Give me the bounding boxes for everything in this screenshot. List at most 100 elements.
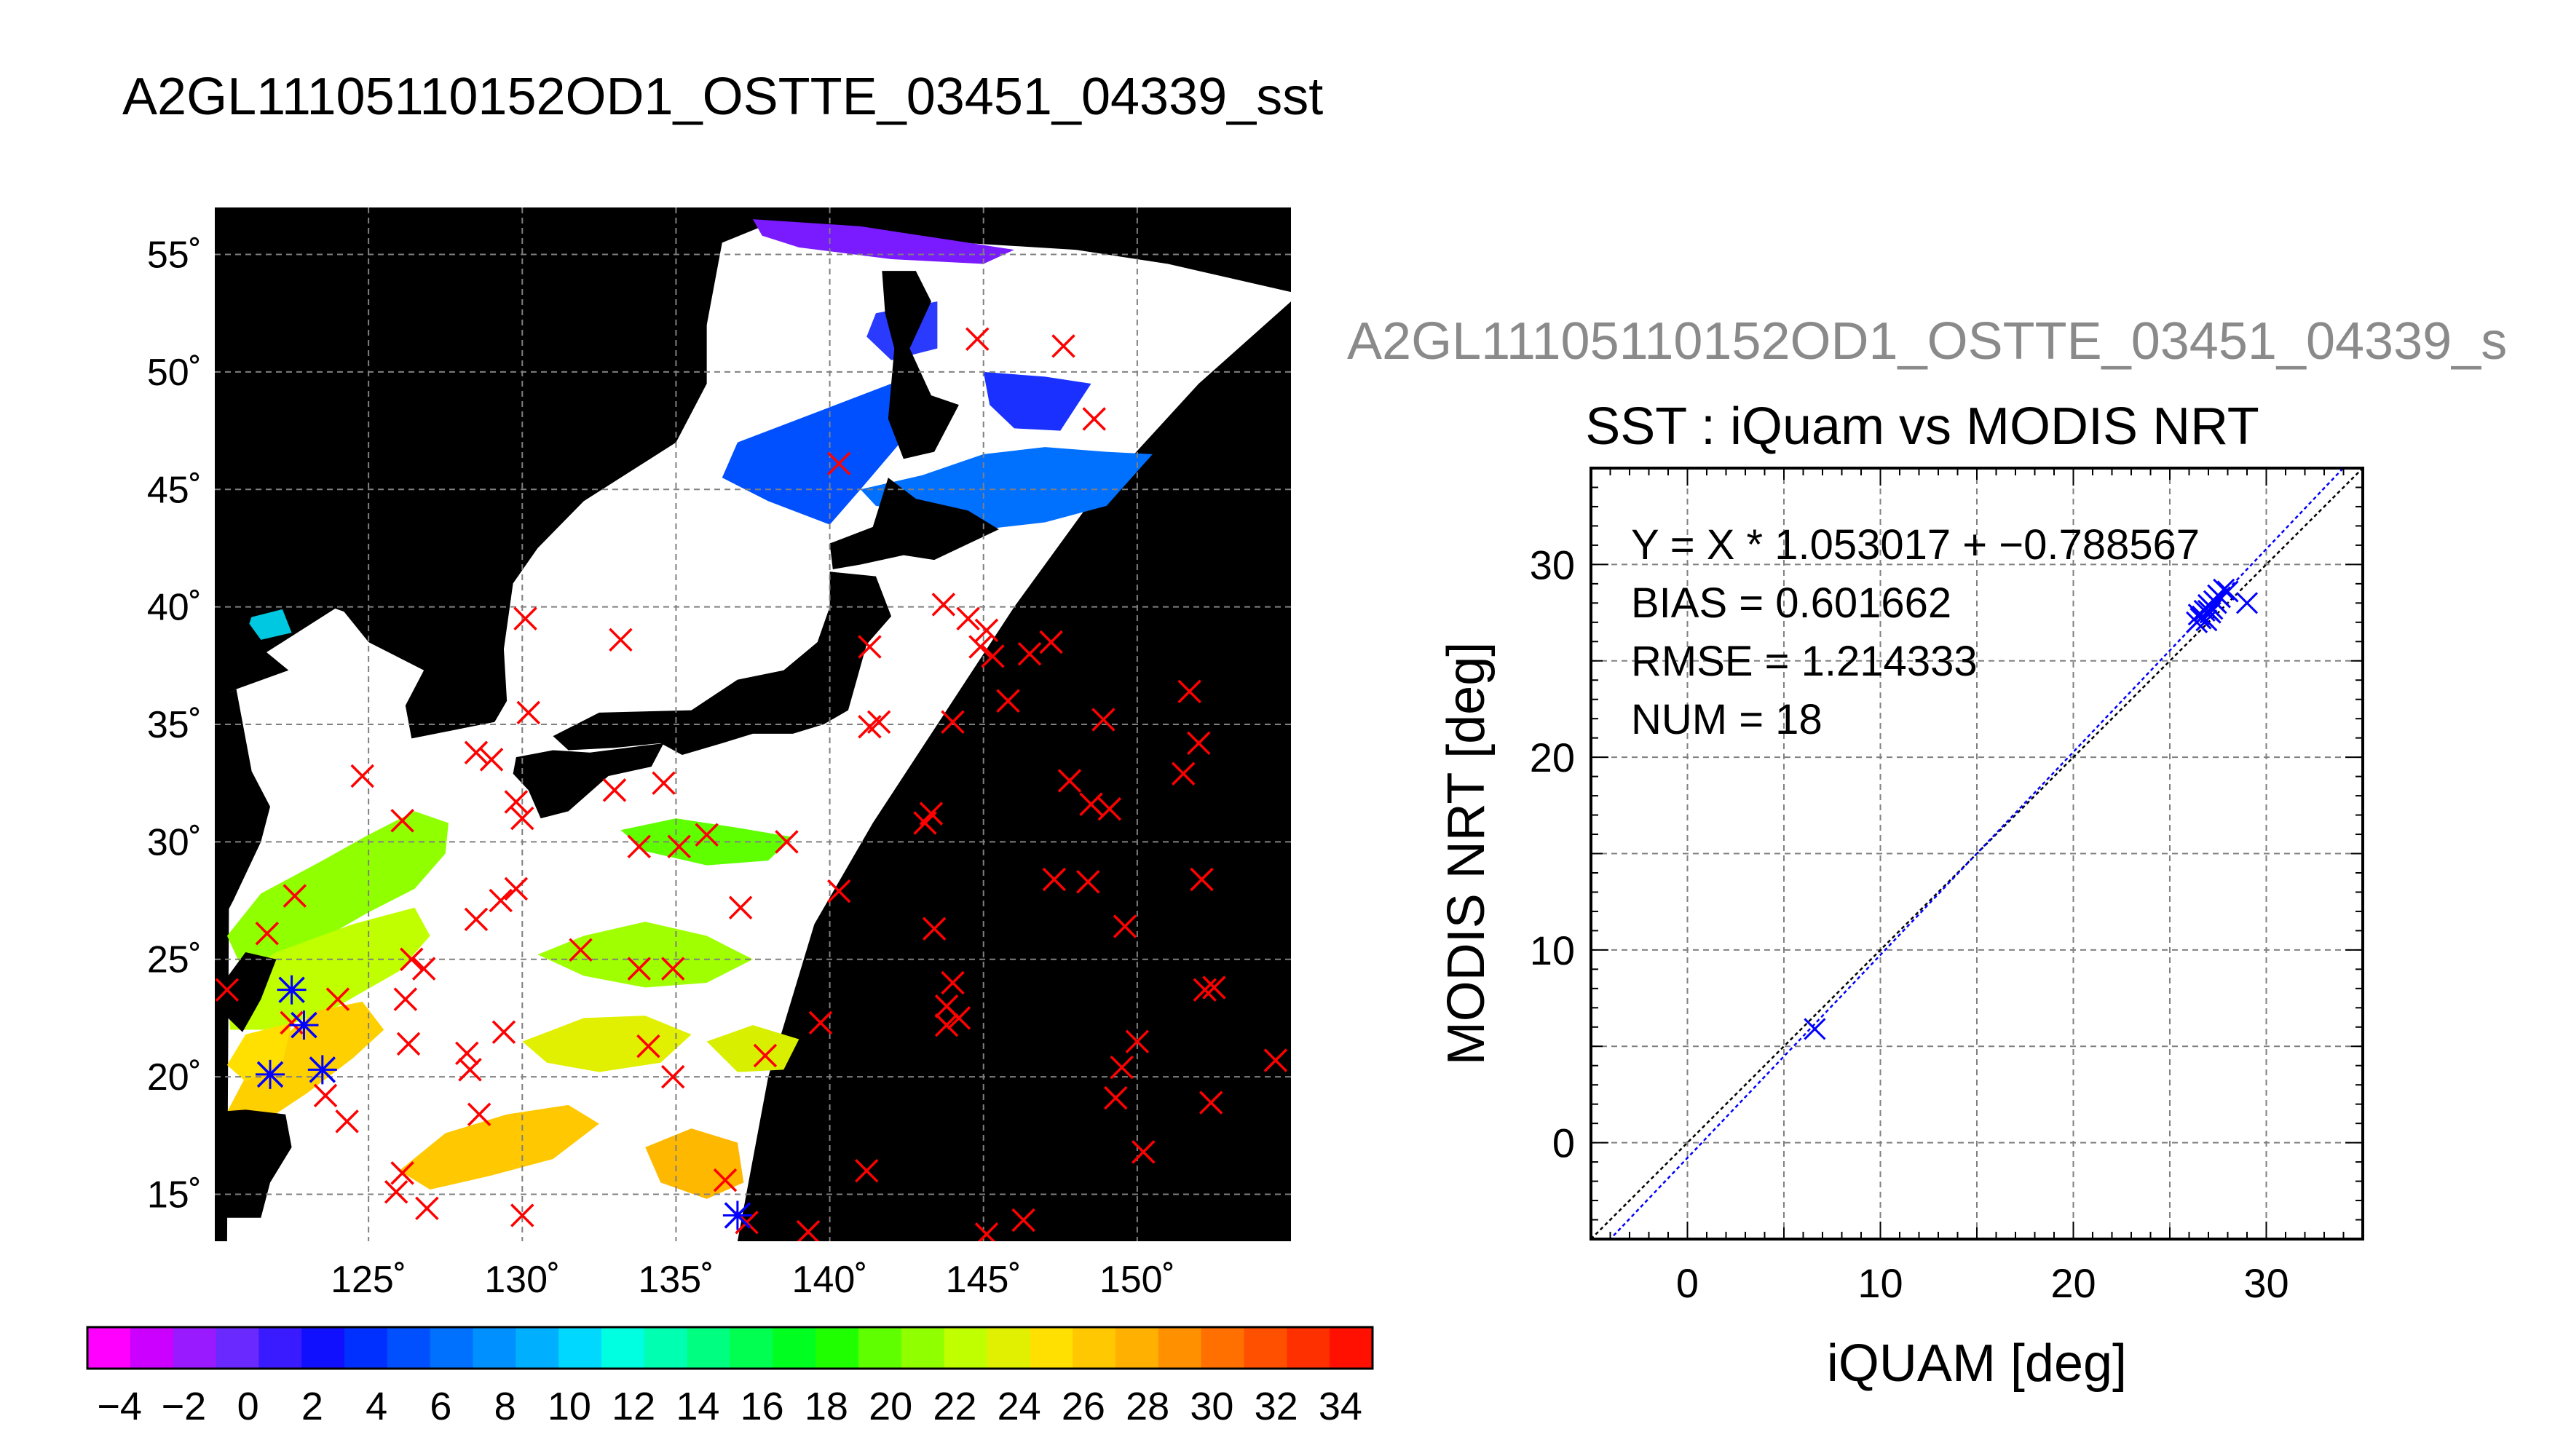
sst-okhotsk-east xyxy=(983,371,1091,431)
scatter-stat-line: NUM = 18 xyxy=(1631,696,1823,743)
buoy-marker-red xyxy=(467,1102,491,1126)
colorbar-swatch xyxy=(258,1327,302,1369)
map-y-tick-label: 55˚ xyxy=(147,234,202,277)
buoy-marker-red xyxy=(968,635,992,659)
colorbar-tick-label: 24 xyxy=(998,1385,1041,1428)
buoy-marker-red xyxy=(458,1058,482,1082)
buoy-marker-red xyxy=(255,921,280,946)
buoy-marker-red xyxy=(393,987,418,1011)
colorbar-swatch xyxy=(1073,1327,1116,1369)
colorbar-tick-label: 30 xyxy=(1190,1385,1233,1428)
buoy-marker-red xyxy=(775,830,799,854)
colorbar-swatch xyxy=(516,1327,559,1369)
buoy-marker-red xyxy=(1263,1048,1288,1072)
map-x-tick-label: 130˚ xyxy=(484,1259,560,1301)
buoy-marker-red xyxy=(858,714,882,739)
scatter-stat-line: RMSE = 1.214333 xyxy=(1631,638,1978,685)
buoy-marker-red xyxy=(1097,796,1122,821)
colorbar-swatch xyxy=(430,1327,474,1369)
colorbar-tick-label: 20 xyxy=(869,1385,912,1428)
map-x-tick-label: 140˚ xyxy=(792,1259,868,1301)
buoy-marker-red xyxy=(313,1083,338,1108)
buoy-marker-red xyxy=(827,451,851,476)
scatter-point xyxy=(2201,598,2224,620)
colorbar-swatch xyxy=(687,1327,731,1369)
buoy-marker-red xyxy=(996,689,1020,713)
land-kamchatka xyxy=(1291,207,1383,337)
scatter-point xyxy=(2213,578,2235,601)
colorbar-swatch xyxy=(1244,1327,1287,1369)
colorbar-swatch xyxy=(644,1327,688,1369)
buoy-marker-red xyxy=(415,1196,439,1221)
buoy-marker-red xyxy=(1193,978,1217,1002)
colorbar-tick-label: 32 xyxy=(1255,1385,1298,1428)
buoy-marker-red xyxy=(913,811,937,835)
buoy-marker-red xyxy=(713,1168,738,1192)
scatter-frame xyxy=(1590,467,2364,1241)
buoy-marker-red xyxy=(627,957,651,981)
buoy-marker-red xyxy=(855,1158,879,1183)
land-taiwan xyxy=(218,952,277,1032)
colorbar-swatch xyxy=(1201,1327,1245,1369)
colorbar-tick-label: 34 xyxy=(1319,1385,1362,1428)
buoy-marker-red xyxy=(504,790,529,814)
scatter-x-tick-label: 20 xyxy=(2050,1260,2096,1306)
sst-east-china-sea xyxy=(226,811,449,976)
colorbar-swatch xyxy=(1158,1327,1202,1369)
land-luzon xyxy=(215,1109,292,1218)
sst-pacific-green-2 xyxy=(537,922,753,988)
buoy-marker-red xyxy=(491,1020,516,1045)
buoy-marker-red xyxy=(808,1010,833,1035)
land-china-coast xyxy=(215,689,271,936)
scatter-title: SST : iQuam vs MODIS NRT xyxy=(1585,397,2259,456)
buoy-marker-red xyxy=(652,771,676,795)
scatter-y-tick-label: 0 xyxy=(1552,1120,1575,1166)
buoy-marker-red xyxy=(858,635,882,659)
scatter-y-tick-label: 10 xyxy=(1530,927,1575,973)
buoy-marker-red xyxy=(1017,641,1042,666)
colorbar-swatch xyxy=(1330,1327,1373,1369)
buoy-marker-red xyxy=(516,700,540,725)
buoy-marker-red xyxy=(335,1109,359,1133)
buoy-marker-red xyxy=(796,1219,821,1241)
buoy-marker-red xyxy=(513,606,537,631)
buoy-marker-red xyxy=(411,957,436,981)
buoy-marker-red xyxy=(974,618,999,643)
buoy-marker-red xyxy=(215,978,240,1002)
map-y-tick-label: 35˚ xyxy=(147,704,202,746)
buoy-marker-red xyxy=(390,809,414,833)
colorbar-frame xyxy=(86,1326,1374,1370)
colorbar-tick-label: 2 xyxy=(301,1385,323,1428)
colorbar-swatch xyxy=(344,1327,388,1369)
colorbar-tick-label: −4 xyxy=(97,1385,142,1428)
scatter-point xyxy=(2205,592,2227,614)
scatter-plot: 0 10 20 30 0 10 20 30 iQUAM [deg] MODIS NRT [deg]… xyxy=(1437,467,2364,1393)
colorbar-swatch xyxy=(730,1327,773,1369)
colorbar-swatch xyxy=(301,1327,345,1369)
buoy-marker-red xyxy=(1104,1085,1128,1110)
scatter-y-axis-label: MODIS NRT [deg] xyxy=(1437,642,1496,1066)
buoy-marker-red xyxy=(1198,1091,1223,1115)
buoy-marker-red xyxy=(1202,976,1226,1000)
buoy-marker-red xyxy=(400,947,424,971)
buoy-marker-red xyxy=(627,834,651,859)
buoy-marker-red xyxy=(695,823,719,847)
colorbar-tick-label: 14 xyxy=(676,1385,719,1428)
colorbar-tick-label: 22 xyxy=(933,1385,976,1428)
buoy-marker-red xyxy=(1125,1029,1150,1053)
colorbar-swatch xyxy=(901,1327,945,1369)
buoy-marker-red xyxy=(1110,1055,1134,1080)
colorbar-swatch xyxy=(473,1327,516,1369)
colorbar-swatch xyxy=(1030,1327,1073,1369)
buoy-marker-red xyxy=(941,710,965,735)
main-title: A2GL11105110152OD1_OSTTE_03451_04339_sst xyxy=(122,68,1324,126)
buoy-marker-red xyxy=(1079,792,1103,816)
colorbar-tick-label: 8 xyxy=(494,1385,516,1428)
scatter-stat-line: BIAS = 0.601662 xyxy=(1631,579,1951,627)
colorbar-tick-label: 6 xyxy=(430,1385,451,1428)
colorbar-swatch xyxy=(987,1327,1030,1369)
buoy-marker-red xyxy=(753,1043,778,1068)
buoy-marker-red xyxy=(1011,1208,1035,1233)
sst-taiwan-south xyxy=(226,1001,384,1136)
buoy-marker-red xyxy=(956,606,980,631)
